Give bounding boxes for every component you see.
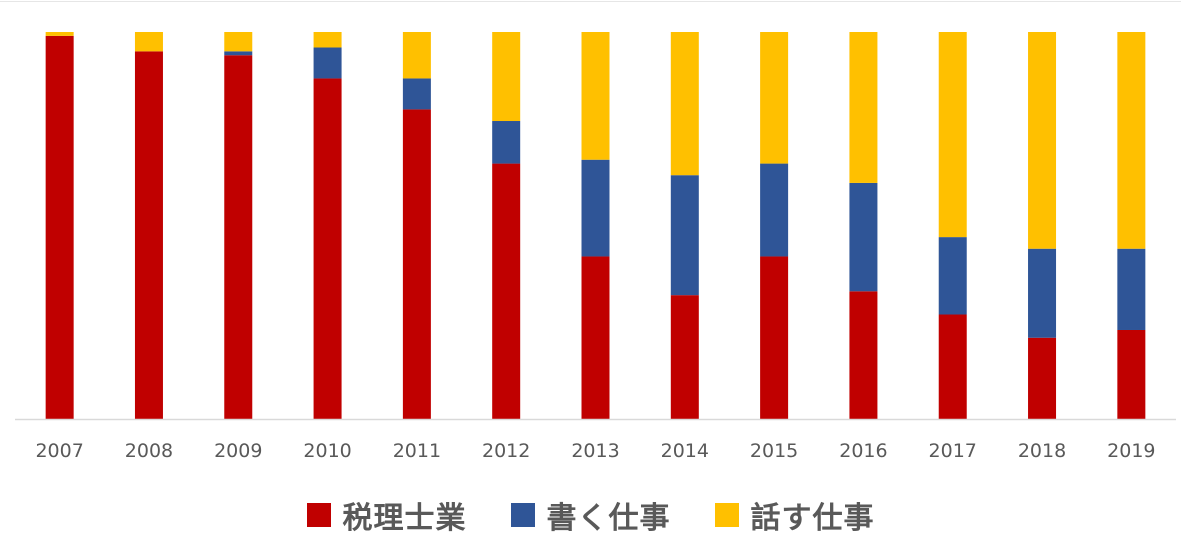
plot-area: 2007 2008 2009 2010 2011 2012 2013 2014 2015 2016… <box>0 1 1181 462</box>
legend-label-speaking: 話す仕事 <box>750 501 875 536</box>
bar-segment-2008-s0 <box>134 51 163 419</box>
x-tick-label: 2011 <box>393 440 441 462</box>
x-tick-label: 2009 <box>214 440 262 462</box>
bar-segment-2017-s0 <box>938 314 967 419</box>
bar-segment-2010-s1 <box>313 47 342 79</box>
x-tick-label: 2015 <box>750 440 798 462</box>
bar-segment-2012-s2 <box>492 32 521 122</box>
x-tick-label: 2018 <box>1018 440 1066 462</box>
legend-swatch-speaking <box>714 503 739 527</box>
bar-segment-2012-s1 <box>492 121 521 164</box>
bar-segment-2010-s0 <box>313 78 342 419</box>
legend-label-writing: 書く仕事 <box>546 501 671 536</box>
bar-segment-2019-s2 <box>1117 32 1146 249</box>
bar-segment-2007-s2 <box>45 32 74 36</box>
bar-segment-2013-s2 <box>581 32 610 160</box>
bar-segment-2014-s0 <box>670 295 699 419</box>
bar-segment-2009-s0 <box>224 55 253 419</box>
legend-item-writing: 書く仕事 <box>510 493 671 537</box>
legend-swatch-tax <box>306 503 331 527</box>
bar-segment-2017-s2 <box>938 32 967 238</box>
bar-segment-2009-s1 <box>224 51 253 56</box>
bar-segment-2013-s1 <box>581 159 610 257</box>
legend-swatch-writing <box>510 503 535 527</box>
bar-segment-2014-s2 <box>670 32 699 176</box>
bar-segment-2016-s0 <box>849 291 878 419</box>
bar-segment-2015-s0 <box>760 256 789 419</box>
bar-segment-2016-s2 <box>849 32 878 183</box>
bar-segment-2018-s0 <box>1028 337 1057 419</box>
bar-segment-2012-s0 <box>492 163 521 419</box>
x-tick-label: 2017 <box>929 440 977 462</box>
legend: 税理士業 書く仕事 話す仕事 <box>0 490 1181 540</box>
bar-segment-2015-s1 <box>760 163 789 257</box>
bar-segment-2010-s2 <box>313 32 342 48</box>
legend-item-speaking: 話す仕事 <box>714 493 875 537</box>
bar-segment-2011-s0 <box>402 109 431 420</box>
bar-segment-2018-s1 <box>1028 248 1057 338</box>
x-tick-label: 2010 <box>303 440 351 462</box>
legend-label-tax: 税理士業 <box>342 501 467 536</box>
bar-segment-2011-s2 <box>402 32 431 79</box>
bar-segment-2011-s1 <box>402 78 431 110</box>
x-tick-label: 2014 <box>661 440 709 462</box>
bar-segment-2016-s1 <box>849 182 878 292</box>
x-tick-label: 2013 <box>571 440 619 462</box>
x-tick-label: 2012 <box>482 440 530 462</box>
x-tick-label: 2008 <box>125 440 173 462</box>
bar-segment-2017-s1 <box>938 237 967 315</box>
x-tick-label: 2019 <box>1107 440 1155 462</box>
bar-segment-2009-s2 <box>224 32 253 52</box>
bar-segment-2007-s0 <box>45 35 74 420</box>
x-tick-label: 2016 <box>839 440 887 462</box>
bar-segment-2015-s2 <box>760 32 789 164</box>
bar-segment-2014-s1 <box>670 175 699 296</box>
bar-segment-2019-s1 <box>1117 248 1146 330</box>
bar-segment-2018-s2 <box>1028 32 1057 249</box>
bar-segment-2019-s0 <box>1117 329 1146 419</box>
bar-segment-2013-s0 <box>581 256 610 419</box>
bar-segment-2008-s2 <box>134 32 163 52</box>
legend-item-tax: 税理士業 <box>306 493 467 537</box>
x-tick-label: 2007 <box>35 440 83 462</box>
